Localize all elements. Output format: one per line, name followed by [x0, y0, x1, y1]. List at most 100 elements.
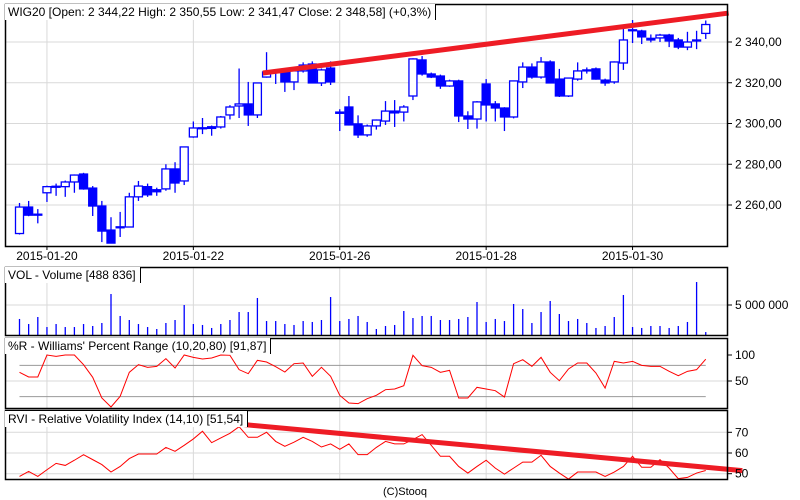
price-panel-title: WIG20 [Open: 2 344,22 High: 2 350,55 Low…: [5, 4, 437, 20]
candle-body-down: [600, 79, 610, 84]
candle-body-down: [527, 66, 537, 78]
candle: [33, 209, 43, 224]
candle-body-up: [701, 23, 711, 35]
candle: [243, 81, 253, 126]
candle: [664, 33, 674, 48]
candle: [142, 183, 153, 197]
candle: [481, 79, 491, 122]
x-tick-label: 2015-01-26: [309, 249, 371, 263]
candle-body-down: [344, 106, 354, 126]
candle-body-down: [78, 173, 89, 190]
candle-body-up: [362, 125, 372, 136]
candle: [554, 68, 564, 98]
candle-body-up: [14, 206, 25, 235]
y-tick-label: 100: [735, 348, 755, 362]
candle: [152, 187, 162, 196]
candle: [454, 79, 464, 123]
candle: [371, 119, 382, 130]
candle: [124, 192, 134, 228]
y-tick-label: 2 300,00: [735, 117, 782, 131]
candle: [42, 185, 52, 202]
candle: [188, 121, 199, 138]
y-tick-label: 60: [735, 446, 749, 460]
candle: [335, 109, 345, 132]
candle: [618, 28, 629, 70]
y-tick-label: 5 000 000: [735, 298, 789, 312]
candle: [216, 115, 226, 129]
candle: [408, 58, 418, 101]
y-tick-label: 2 340,00: [735, 35, 782, 49]
candle-body-up: [188, 127, 199, 138]
candle-body-up: [133, 185, 144, 198]
candle-body-down: [142, 186, 153, 196]
candle-body-up: [216, 116, 226, 128]
candle-body-up: [399, 106, 409, 113]
candle: [444, 79, 455, 87]
candle: [499, 107, 510, 132]
rvi-line: [19, 426, 706, 480]
candle-body-down: [353, 123, 363, 136]
panel-frame: [4, 409, 729, 481]
chart-marks: [14, 10, 743, 480]
candle-body-down: [664, 34, 674, 42]
candle-body-down: [97, 205, 107, 232]
candle: [508, 80, 519, 119]
candle: [490, 101, 500, 122]
y-tick-label: 70: [735, 425, 749, 439]
candle: [463, 111, 473, 130]
candle: [573, 62, 583, 81]
candle: [655, 33, 665, 42]
candle-body-up: [573, 70, 583, 80]
candle: [399, 105, 409, 122]
copyright-footer: (C)Stooq: [382, 486, 428, 498]
candle: [563, 77, 574, 98]
candle: [23, 200, 34, 217]
candle-body-up: [682, 41, 693, 48]
candle: [316, 68, 327, 87]
candle: [179, 146, 189, 186]
candle-body-up: [408, 58, 418, 97]
x-tick-label: 2015-01-20: [16, 249, 78, 263]
candle: [106, 217, 116, 244]
candle-body-up: [234, 103, 244, 107]
candle: [518, 62, 528, 89]
candle-body-up: [609, 61, 619, 83]
candle-body-down: [454, 80, 464, 117]
candle-body-down: [591, 68, 601, 80]
candle: [701, 20, 711, 40]
candle-body-up: [42, 186, 52, 194]
candle-body-down: [325, 67, 336, 83]
candle-body-up: [691, 39, 702, 42]
candle: [60, 180, 70, 197]
williams-r-line: [19, 354, 707, 408]
candle-body-up: [371, 119, 382, 127]
candle: [88, 186, 98, 217]
candle-body-down: [435, 75, 446, 87]
candle-body-up: [289, 70, 299, 83]
candle: [225, 105, 235, 120]
candle: [646, 34, 656, 43]
candle-body-up: [472, 101, 482, 120]
candle-body-down: [170, 168, 180, 184]
candle-body-up: [316, 69, 327, 84]
candle-body-down: [280, 71, 290, 83]
candle-body-down: [545, 61, 555, 84]
candle-body-up: [161, 168, 171, 190]
candle: [472, 101, 482, 129]
candle-body-down: [417, 59, 427, 75]
candle: [536, 57, 546, 79]
candle-body-down: [490, 103, 500, 109]
candle-body-down: [152, 189, 162, 193]
candle: [344, 95, 354, 126]
candle-body-down: [106, 229, 116, 244]
candle-body-down: [673, 39, 683, 48]
candle: [289, 69, 299, 91]
candle-body-up: [179, 146, 189, 182]
candle-body-up: [508, 80, 519, 118]
candle-body-down: [426, 73, 436, 78]
candle: [673, 37, 683, 50]
candle: [591, 67, 601, 80]
candle-body-down: [646, 37, 656, 41]
candle: [545, 60, 555, 84]
